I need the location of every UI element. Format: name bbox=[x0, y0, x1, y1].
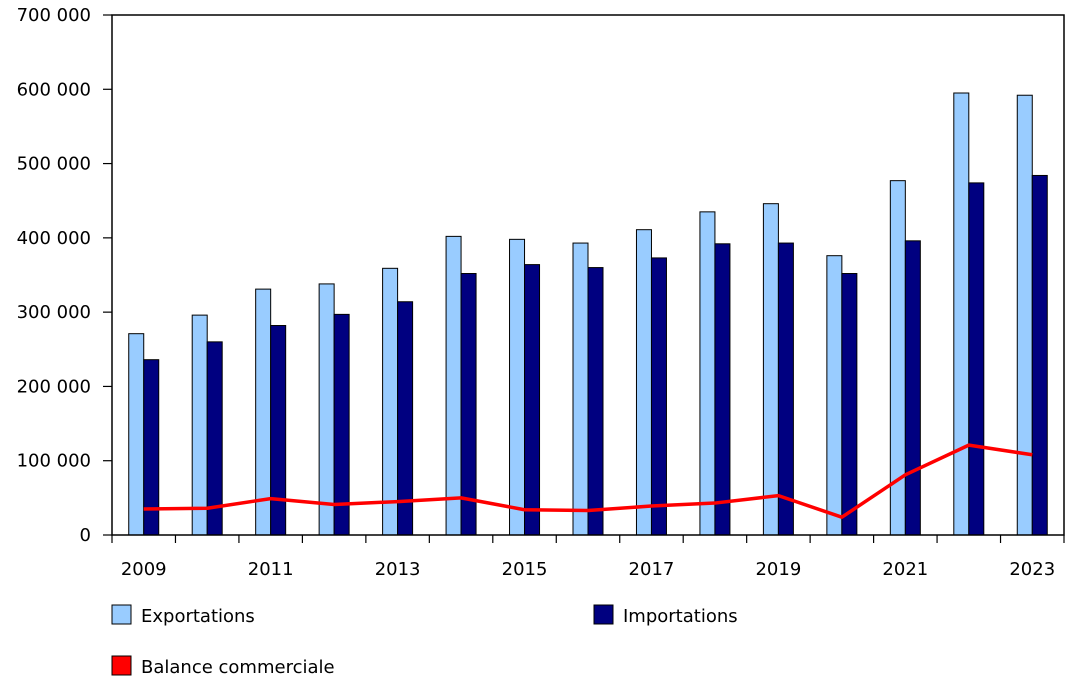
y-tick-label: 300 000 bbox=[17, 302, 91, 323]
bars-layer bbox=[128, 92, 1048, 536]
bar-importations-2016 bbox=[587, 267, 604, 536]
x-tick-label: 2017 bbox=[629, 559, 675, 580]
x-tick-label: 2011 bbox=[248, 559, 294, 580]
bar-importations-2012 bbox=[333, 313, 350, 536]
x-tick-label: 2013 bbox=[375, 559, 421, 580]
x-tick-label: 2021 bbox=[882, 559, 928, 580]
legend-swatch bbox=[111, 604, 132, 625]
y-axis: 0 100 000 200 000 300 000 400 000 500 000 600 … bbox=[17, 5, 112, 546]
bar-exportations-2022 bbox=[953, 92, 970, 536]
bar-importations-2019 bbox=[777, 242, 794, 536]
legend-label: Importations bbox=[623, 606, 738, 627]
line-layer bbox=[143, 443, 1033, 519]
y-tick-label: 200 000 bbox=[17, 376, 91, 397]
line-balance-commerciale bbox=[143, 443, 1033, 519]
bar-exportations-2015 bbox=[509, 238, 526, 536]
bar-importations-2017 bbox=[650, 257, 667, 536]
x-tick-label: 2009 bbox=[121, 559, 167, 580]
bar-exportations-2017 bbox=[635, 229, 652, 536]
y-tick-label: 500 000 bbox=[17, 154, 91, 175]
bar-exportations-2023 bbox=[1016, 94, 1033, 536]
bar-importations-2014 bbox=[460, 273, 477, 536]
bar-exportations-2018 bbox=[699, 211, 716, 536]
legend-label: Exportations bbox=[141, 606, 255, 627]
x-tick-label: 2023 bbox=[1009, 559, 1055, 580]
x-tick-label: 2019 bbox=[755, 559, 801, 580]
bar-exportations-2012 bbox=[318, 283, 335, 536]
bar-importations-2015 bbox=[524, 264, 541, 536]
y-tick-label: 0 bbox=[80, 525, 91, 546]
legend-swatch bbox=[593, 604, 614, 625]
bar-importations-2021 bbox=[904, 240, 921, 536]
y-tick-label: 700 000 bbox=[17, 5, 91, 26]
legend-swatch bbox=[111, 655, 132, 676]
bar-exportations-2014 bbox=[445, 235, 462, 536]
bar-importations-2011 bbox=[270, 325, 287, 536]
bar-exportations-2020 bbox=[826, 255, 843, 536]
y-tick-label: 100 000 bbox=[17, 451, 91, 472]
bar-exportations-2016 bbox=[572, 242, 589, 536]
x-axis: 2009 2011 2013 2015 2017 2019 2021 2023 bbox=[111, 535, 1065, 580]
bar-importations-2020 bbox=[841, 273, 858, 536]
bar-exportations-2009 bbox=[128, 333, 145, 536]
bar-exportations-2013 bbox=[382, 267, 399, 536]
y-tick-label: 600 000 bbox=[17, 79, 91, 100]
bar-importations-2022 bbox=[968, 182, 985, 536]
y-tick-label: 400 000 bbox=[17, 228, 91, 249]
legend: Exportations Importations Balance commerci… bbox=[111, 604, 738, 678]
bar-exportations-2019 bbox=[762, 203, 779, 536]
bar-importations-2023 bbox=[1031, 174, 1048, 536]
plot-area-frame bbox=[111, 14, 1065, 536]
x-tick-label: 2015 bbox=[502, 559, 548, 580]
legend-label: Balance commerciale bbox=[141, 657, 335, 677]
bar-exportations-2010 bbox=[191, 314, 208, 536]
bar-importations-2018 bbox=[714, 243, 731, 536]
